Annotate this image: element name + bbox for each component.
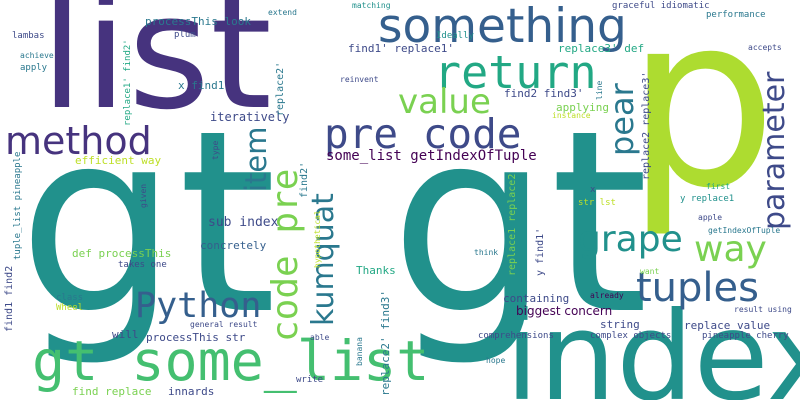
- word-value: value: [398, 82, 491, 122]
- word-achieve: achieve: [20, 51, 54, 60]
- word-banana: banana: [355, 337, 364, 366]
- word-first: first: [706, 182, 731, 191]
- word-gt-some-list: gt some_list: [32, 329, 430, 393]
- word-takes-one: takes one: [118, 260, 167, 270]
- word-containing: containing: [503, 292, 570, 305]
- word-hope: hope: [486, 356, 506, 365]
- word-type: type: [211, 140, 220, 160]
- word-pre-code: pre code: [324, 110, 522, 158]
- word-gt-right: gt: [390, 77, 649, 370]
- word-lambas: lambas: [12, 31, 45, 41]
- word-result-using: result using: [734, 305, 792, 314]
- word-graceful-idiomatic: graceful idiomatic: [612, 1, 710, 11]
- word-something: something: [378, 0, 627, 54]
- word-already: already: [590, 291, 624, 300]
- word-find1-find2: find1 find2: [4, 265, 15, 332]
- word-accepts: accepts: [748, 43, 782, 52]
- word-extend: extend: [268, 8, 297, 17]
- word-performance: performance: [706, 10, 766, 20]
- word-find2-find3: find2 find3': [504, 87, 584, 100]
- word-method: method: [5, 119, 152, 163]
- word-list: list: [40, 0, 273, 145]
- word-wheel: Wheel: [56, 303, 84, 313]
- word-think: think: [474, 248, 499, 257]
- word-class: class: [56, 293, 84, 303]
- word-tuple-list-pineapple: tuple_list pineapple: [13, 151, 23, 260]
- word-sub-index: sub index: [208, 215, 279, 230]
- word-processthis-str: processThis str: [146, 331, 246, 344]
- word-general-result: general result: [190, 320, 258, 329]
- word-applying: applying: [556, 101, 609, 114]
- word-plum: plum: [174, 30, 196, 40]
- word-x: x: [590, 185, 596, 195]
- word-return: return: [434, 46, 597, 99]
- word-find1-replace1: find1' replace1': [348, 42, 454, 55]
- word-apple: apple: [698, 213, 723, 222]
- word-gt-left: gt: [18, 77, 277, 370]
- word-replace2-find3: replace2' find3': [379, 290, 392, 396]
- word-grape: grape: [578, 219, 683, 260]
- word-line: line: [595, 80, 604, 100]
- word-pineapple-cherry: pineapple cherry: [702, 331, 789, 341]
- word-index: index: [505, 286, 800, 400]
- word-able: able: [310, 333, 330, 342]
- word-x-find1: x find1: [178, 79, 225, 92]
- word-apply: apply: [20, 63, 48, 73]
- word-item: item: [239, 126, 273, 192]
- word-pear: pear: [603, 83, 641, 156]
- word-efficient-way: efficient way: [75, 154, 162, 167]
- word-some-list-getindexoftuple: some_list getIndexOfTuple: [326, 148, 537, 164]
- word-replace3-def: replace3' def: [558, 42, 645, 55]
- word-replace1-find2: replace1' find2': [123, 39, 133, 126]
- word-y-find1: y find1': [535, 227, 546, 276]
- word-biggest-concern: biggest concern: [516, 304, 613, 318]
- word-replace2: replace2': [275, 61, 286, 116]
- word-instance: instance: [552, 111, 591, 120]
- word-matching: matching: [352, 1, 391, 10]
- word-str-lst: str lst: [578, 198, 616, 208]
- word-thanks: Thanks: [356, 264, 396, 277]
- word-tuples: tuples: [636, 265, 759, 311]
- word-getindexoftuple: getIndexOfTuple: [708, 226, 781, 235]
- word-python: Python: [135, 286, 262, 326]
- word-concretely: concretely: [200, 239, 267, 252]
- word-way: way: [694, 229, 767, 270]
- word-def-processthis: def processThis: [72, 247, 172, 260]
- word-given: given: [139, 183, 148, 208]
- word-want: want: [640, 267, 660, 276]
- word-will: will: [112, 328, 139, 341]
- word-p: p: [626, 0, 778, 241]
- word-comprehensions: comprehensions: [478, 331, 554, 341]
- word-string: string: [600, 318, 640, 331]
- word-replace1-replace2: replace1 replace2: [507, 173, 518, 276]
- word-complex-objects: complex objects: [590, 331, 672, 341]
- word-ideally: Ideally: [436, 31, 474, 41]
- word-hypothetical: hypothetical: [313, 210, 322, 268]
- word-innards: innards: [168, 385, 215, 398]
- word-write: write: [296, 375, 324, 385]
- word-find-replace: find replace: [72, 385, 152, 398]
- word-processthis-look: processThis look: [145, 15, 251, 28]
- word-find2: find2': [299, 161, 310, 198]
- word-replace2-replace3: replace2 replace3': [641, 71, 652, 180]
- word-parameter: parameter: [757, 71, 792, 230]
- word-reinvent: reinvent: [340, 75, 379, 84]
- word-iteratively: iteratively: [210, 110, 290, 124]
- word-y-replace1: y replace1: [680, 194, 735, 204]
- word-replace-value: replace value: [684, 319, 771, 332]
